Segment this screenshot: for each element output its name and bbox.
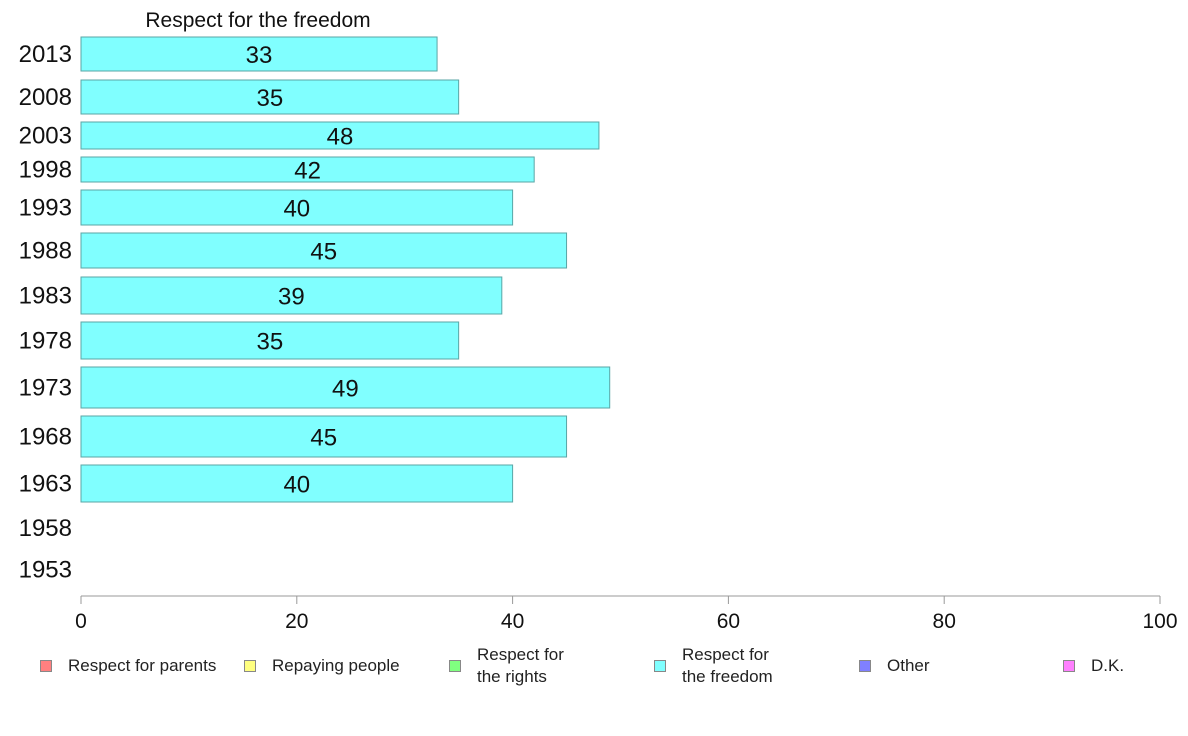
- category-label: 1958: [19, 515, 72, 542]
- legend-item: Repaying people: [244, 655, 400, 677]
- data-label: 48: [327, 124, 354, 151]
- bar: [80, 189, 514, 226]
- legend-label: Respect for the freedom: [682, 645, 773, 686]
- bar: [80, 36, 438, 72]
- data-label: 42: [294, 158, 321, 185]
- bar: [80, 276, 503, 315]
- category-labels: 2013 2008 2003 1998 1993 1988 1983 1978 1973 1968…: [19, 41, 72, 584]
- bar: [80, 121, 600, 150]
- category-label: 1953: [19, 557, 72, 584]
- bar: [80, 366, 611, 409]
- legend-item: D.K.: [1063, 655, 1124, 677]
- legend-label: Other: [887, 656, 930, 675]
- bar-chart: Respect for the freedom 3335484240453935…: [19, 9, 1178, 633]
- legend-swatch: [1063, 660, 1075, 672]
- category-label: 1993: [19, 195, 72, 222]
- data-label: 49: [332, 376, 359, 403]
- x-tick-label: 60: [717, 610, 740, 633]
- bar: [80, 232, 568, 269]
- legend-label: D.K.: [1091, 656, 1125, 675]
- data-label: 39: [278, 284, 305, 311]
- legend-item: Respect for the rights: [449, 644, 564, 688]
- legend-label: Repaying people: [272, 656, 400, 675]
- legend-item: Respect for the freedom: [654, 644, 773, 688]
- chart-title: Respect for the freedom: [145, 9, 370, 32]
- category-label: 1998: [19, 157, 72, 184]
- x-tick-label: 80: [933, 610, 956, 633]
- category-label: 2008: [19, 84, 72, 111]
- category-label: 1968: [19, 424, 72, 451]
- bar: [80, 464, 514, 503]
- category-label: 1988: [19, 238, 72, 265]
- category-label: 1963: [19, 471, 72, 498]
- legend-swatch: [859, 660, 871, 672]
- category-label: 1983: [19, 283, 72, 310]
- data-label: 33: [246, 42, 273, 69]
- legend: Respect for parents Repaying people Respec…: [0, 640, 1188, 700]
- legend-swatch: [244, 660, 256, 672]
- x-tick-label: 0: [75, 610, 87, 633]
- legend-item: Respect for parents: [40, 655, 216, 677]
- x-tick-label: 100: [1142, 610, 1177, 633]
- category-label: 1973: [19, 375, 72, 402]
- legend-swatch: [654, 660, 666, 672]
- data-label: 40: [283, 472, 310, 499]
- bar: [80, 415, 568, 458]
- category-label: 2013: [19, 41, 72, 68]
- bar: [80, 79, 460, 115]
- x-tick-label: 20: [285, 610, 308, 633]
- data-label: 45: [310, 425, 337, 452]
- x-axis: 0 20 40 60 80 100: [75, 595, 1178, 633]
- data-label: 45: [310, 239, 337, 266]
- data-label: 35: [256, 329, 283, 356]
- legend-item: Other: [859, 655, 930, 677]
- legend-label: Respect for the rights: [477, 645, 564, 686]
- legend-swatch: [449, 660, 461, 672]
- bar: [80, 321, 460, 360]
- legend-swatch: [40, 660, 52, 672]
- category-label: 2003: [19, 123, 72, 150]
- bar: [80, 156, 535, 183]
- category-label: 1978: [19, 328, 72, 355]
- data-label: 35: [256, 85, 283, 112]
- data-label: 40: [283, 196, 310, 223]
- legend-label: Respect for parents: [68, 656, 217, 675]
- x-tick-label: 40: [501, 610, 524, 633]
